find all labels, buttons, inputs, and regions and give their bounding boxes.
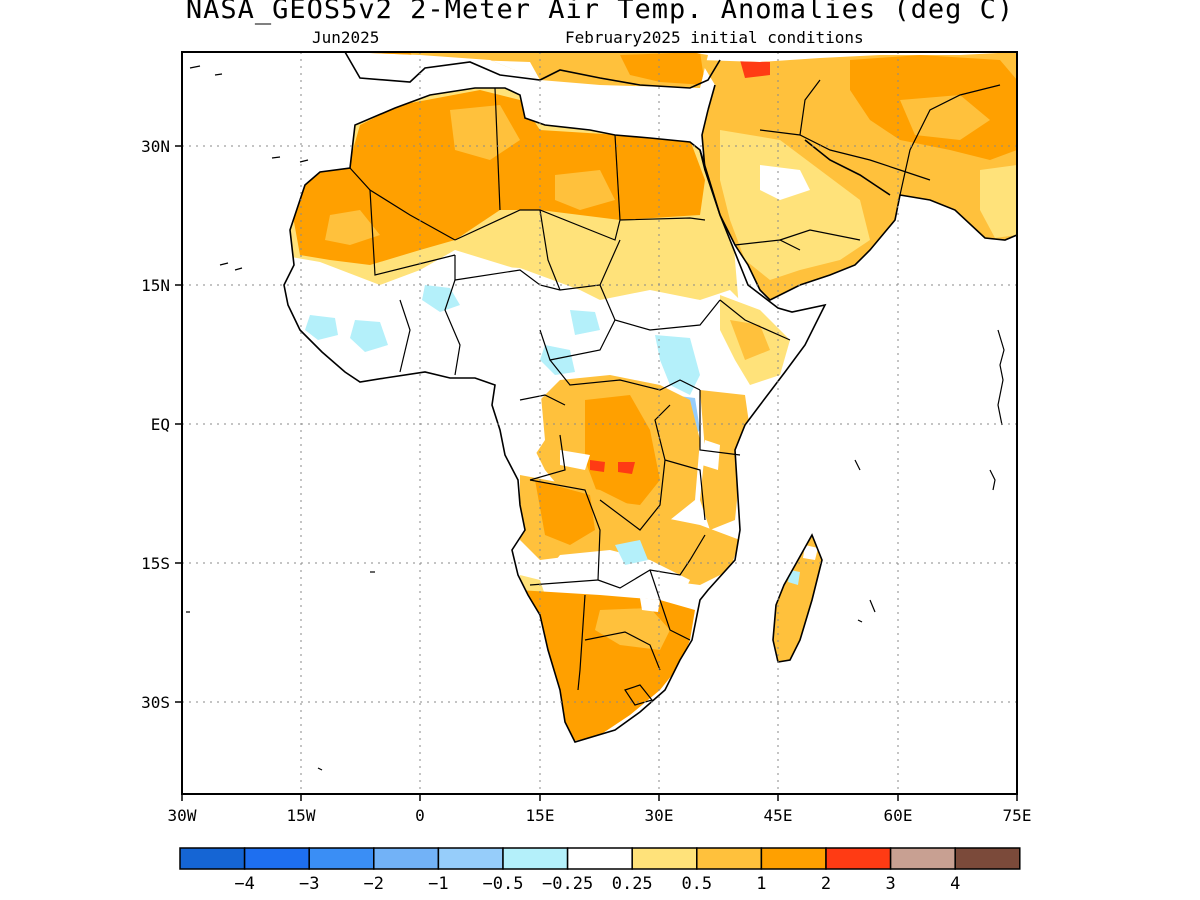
colorbar-swatch xyxy=(502,847,569,870)
colorbar-swatch xyxy=(825,847,892,870)
colorbar xyxy=(179,847,1021,870)
colorbar-swatch xyxy=(696,847,763,870)
colorbar-label: 1 xyxy=(756,874,766,894)
x-tick-label: 30E xyxy=(645,806,674,825)
colorbar-label: 3 xyxy=(885,874,895,894)
initial-conditions: February2025 initial conditions xyxy=(565,28,864,47)
colorbar-label: −2 xyxy=(364,874,384,894)
gridlines xyxy=(182,52,1017,794)
country-borders xyxy=(349,79,1001,706)
colorbar-label: −4 xyxy=(234,874,254,894)
colorbar-label: 0.25 xyxy=(612,874,653,894)
colorbar-label: 4 xyxy=(950,874,960,894)
y-tick-label: 15N xyxy=(141,276,170,295)
colorbar-label: −0.25 xyxy=(542,874,593,894)
colorbar-swatch xyxy=(889,847,956,870)
colorbar-label: −1 xyxy=(428,874,448,894)
colorbar-label: 2 xyxy=(821,874,831,894)
x-tick-labels: 30W 15W 0 15E 30E 45E 60E 75E xyxy=(168,806,1032,825)
map-title: NASA_GEOS5v2 2-Meter Air Temp. Anomalies… xyxy=(185,0,1015,25)
y-tick-labels: 30N 15N EQ 15S 30S xyxy=(141,137,170,712)
colorbar-swatch xyxy=(179,847,246,870)
y-tick-label: 15S xyxy=(141,554,170,573)
colorbar-swatch xyxy=(954,847,1021,870)
islands xyxy=(186,65,1005,771)
colorbar-label: −0.5 xyxy=(483,874,524,894)
x-tick-label: 75E xyxy=(1003,806,1032,825)
x-tick-label: 15E xyxy=(526,806,555,825)
colorbar-swatch xyxy=(566,847,633,870)
x-tick-label: 45E xyxy=(764,806,793,825)
x-tick-label: 60E xyxy=(884,806,913,825)
colorbar-label: −3 xyxy=(299,874,319,894)
colorbar-swatch xyxy=(373,847,440,870)
y-tick-label: EQ xyxy=(151,415,170,434)
plot-frame xyxy=(181,51,1018,795)
colorbar-swatch xyxy=(760,847,827,870)
x-tick-label: 15W xyxy=(287,806,316,825)
colorbar-swatch xyxy=(437,847,504,870)
colorbar-swatch xyxy=(243,847,310,870)
colorbar-labels: −4 −3 −2 −1 −0.5 −0.25 0.25 0.5 1 2 3 4 xyxy=(234,874,960,894)
forecast-month: Jun2025 xyxy=(312,28,380,47)
tick-marks xyxy=(175,145,1018,801)
y-tick-label: 30N xyxy=(141,137,170,156)
x-tick-label: 30W xyxy=(168,806,197,825)
y-tick-label: 30S xyxy=(141,693,170,712)
colorbar-swatch xyxy=(631,847,698,870)
colorbar-swatch xyxy=(308,847,375,870)
x-tick-label: 0 xyxy=(415,806,425,825)
colorbar-label: 0.5 xyxy=(681,874,712,894)
